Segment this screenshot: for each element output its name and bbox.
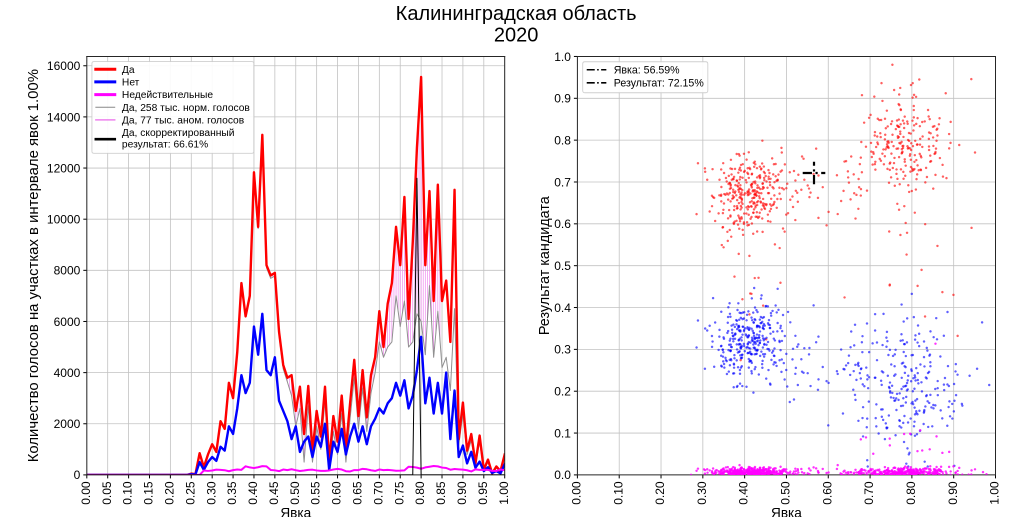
svg-text:2000: 2000 <box>54 417 81 431</box>
svg-text:Результат: 72.15%: Результат: 72.15% <box>614 78 705 90</box>
svg-text:Результат кандидата: Результат кандидата <box>537 196 553 335</box>
svg-text:результат: 66.61%: результат: 66.61% <box>122 139 208 150</box>
svg-text:0.3: 0.3 <box>554 343 571 357</box>
svg-text:0.30: 0.30 <box>695 481 709 505</box>
svg-text:0.35: 0.35 <box>225 481 239 505</box>
svg-text:0.30: 0.30 <box>204 481 218 505</box>
svg-text:0.25: 0.25 <box>183 481 197 505</box>
svg-text:4000: 4000 <box>54 366 81 380</box>
svg-text:1.00: 1.00 <box>497 481 511 505</box>
svg-text:0.90: 0.90 <box>455 481 469 505</box>
svg-text:Да, скорректированный: Да, скорректированный <box>122 128 235 139</box>
svg-text:0.8: 0.8 <box>554 133 571 147</box>
svg-text:Да, 258 тыс. норм. голосов: Да, 258 тыс. норм. голосов <box>122 103 250 114</box>
svg-text:Да, 77 тыс. аном. голосов: Да, 77 тыс. аном. голосов <box>122 115 244 126</box>
svg-text:2020: 2020 <box>494 24 539 46</box>
svg-text:0.60: 0.60 <box>330 481 344 505</box>
svg-text:0.20: 0.20 <box>653 481 667 505</box>
svg-text:1.0: 1.0 <box>554 50 571 64</box>
svg-text:Калининградская область: Калининградская область <box>396 3 637 25</box>
svg-text:0.80: 0.80 <box>904 481 918 505</box>
svg-text:Да: Да <box>122 65 135 76</box>
svg-text:0.5: 0.5 <box>554 259 571 273</box>
svg-text:10000: 10000 <box>47 213 81 227</box>
svg-text:0.1: 0.1 <box>554 426 571 440</box>
svg-text:8000: 8000 <box>54 264 81 278</box>
svg-text:0.50: 0.50 <box>288 481 302 505</box>
svg-text:0.95: 0.95 <box>476 481 490 505</box>
svg-text:0.20: 0.20 <box>162 481 176 505</box>
svg-text:0.6: 0.6 <box>554 217 571 231</box>
svg-text:0.00: 0.00 <box>570 481 584 505</box>
svg-text:12000: 12000 <box>47 161 81 175</box>
svg-text:0.50: 0.50 <box>779 481 793 505</box>
svg-text:0.15: 0.15 <box>142 481 156 505</box>
svg-text:0.05: 0.05 <box>100 481 114 505</box>
svg-text:0.85: 0.85 <box>434 481 448 505</box>
svg-text:0.90: 0.90 <box>946 481 960 505</box>
svg-text:0.80: 0.80 <box>413 481 427 505</box>
svg-text:0.9: 0.9 <box>554 92 571 106</box>
svg-text:0.40: 0.40 <box>737 481 751 505</box>
svg-text:0.10: 0.10 <box>121 481 135 505</box>
svg-text:Нет: Нет <box>122 78 140 89</box>
svg-text:0.0: 0.0 <box>554 468 571 482</box>
svg-text:0.55: 0.55 <box>309 481 323 505</box>
svg-text:0.2: 0.2 <box>554 385 571 399</box>
svg-text:1.00: 1.00 <box>988 481 1002 505</box>
svg-text:Явка: Явка <box>771 506 802 517</box>
svg-text:0.65: 0.65 <box>351 481 365 505</box>
svg-text:16000: 16000 <box>47 59 81 73</box>
svg-text:0.70: 0.70 <box>862 481 876 505</box>
svg-text:0.7: 0.7 <box>554 175 571 189</box>
svg-text:Явка: 56.59%: Явка: 56.59% <box>614 64 680 76</box>
svg-text:0.75: 0.75 <box>392 481 406 505</box>
svg-text:Количество голосов на участках: Количество голосов на участках в интерва… <box>26 69 42 462</box>
svg-text:0.45: 0.45 <box>267 481 281 505</box>
svg-text:0.10: 0.10 <box>611 481 625 505</box>
svg-text:14000: 14000 <box>47 110 81 124</box>
svg-text:0.60: 0.60 <box>820 481 834 505</box>
svg-text:0.70: 0.70 <box>371 481 385 505</box>
svg-text:Явка: Явка <box>280 506 311 517</box>
svg-text:6000: 6000 <box>54 315 81 329</box>
svg-text:0.4: 0.4 <box>554 301 571 315</box>
svg-text:0.00: 0.00 <box>79 481 93 505</box>
svg-text:Недействительные: Недействительные <box>122 90 213 101</box>
svg-text:0: 0 <box>74 468 81 482</box>
svg-text:0.40: 0.40 <box>246 481 260 505</box>
